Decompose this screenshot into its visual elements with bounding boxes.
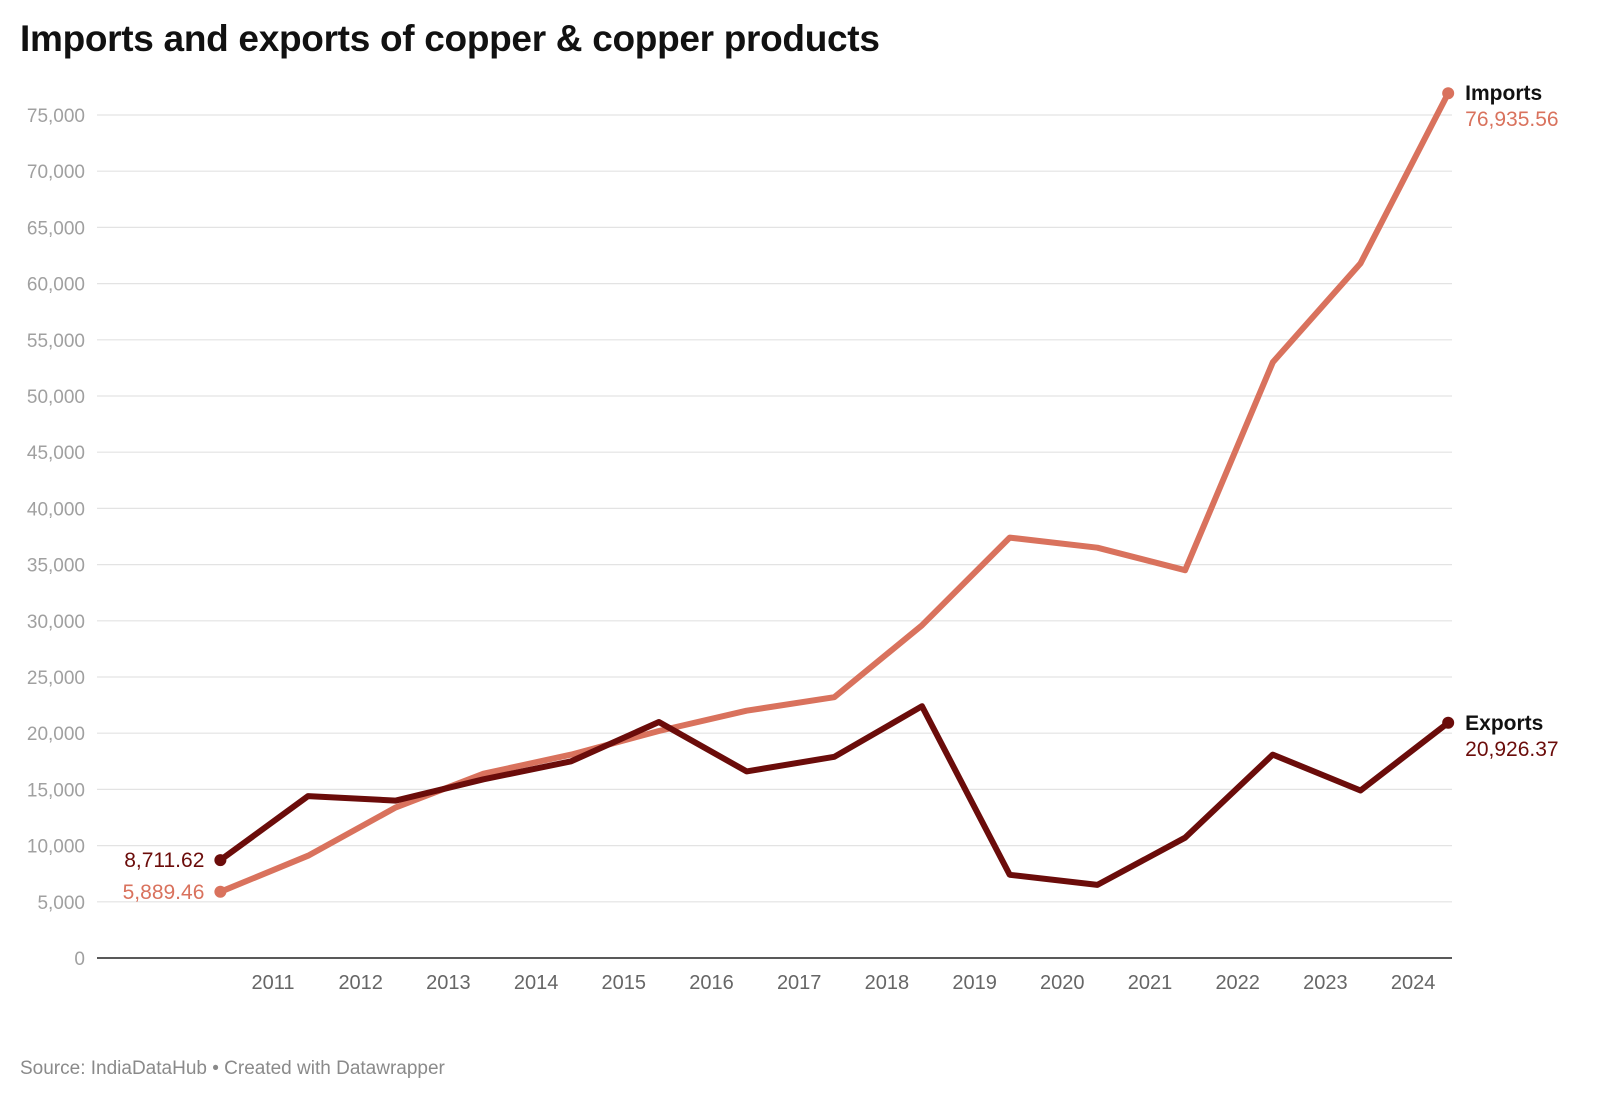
y-axis-ticks: 0 5,000 10,000 15,000 20,000 25,000 30,000 35,0… xyxy=(27,106,85,970)
start-value-label: 8,711.62 xyxy=(124,849,204,872)
end-point-exports xyxy=(1442,716,1455,729)
x-tick-label: 2020 xyxy=(1040,972,1085,994)
gridlines xyxy=(97,114,1452,903)
y-tick-label: 55,000 xyxy=(27,331,85,352)
y-tick-label: 60,000 xyxy=(27,275,85,296)
series-line-exports xyxy=(217,703,1452,888)
x-axis-ticks: 2011 2012 2013 2014 2015 2016 2017 2018 2019 2020… xyxy=(251,972,1435,994)
y-tick-label: 10,000 xyxy=(27,837,85,858)
y-tick-label: 65,000 xyxy=(27,218,85,239)
x-tick-label: 2024 xyxy=(1391,972,1436,994)
series-lines xyxy=(214,87,1455,898)
y-tick-label: 40,000 xyxy=(27,499,85,520)
y-tick-label: 0 xyxy=(74,949,85,970)
y-tick-label: 20,000 xyxy=(27,724,85,745)
x-tick-label: 2015 xyxy=(602,972,647,994)
x-tick-label: 2018 xyxy=(865,972,910,994)
x-tick-label: 2022 xyxy=(1215,972,1260,994)
x-tick-label: 2013 xyxy=(426,972,471,994)
x-tick-label: 2016 xyxy=(689,972,734,994)
y-tick-label: 5,000 xyxy=(37,893,85,914)
y-tick-label: 50,000 xyxy=(27,387,85,408)
y-tick-label: 70,000 xyxy=(27,162,85,183)
end-value-label: 20,926.37 xyxy=(1465,738,1558,761)
series-labels: 5,889.46 Imports 76,935.56 8,711.62 Exports 2… xyxy=(123,82,1559,904)
y-tick-label: 15,000 xyxy=(27,780,85,801)
y-tick-label: 30,000 xyxy=(27,612,85,633)
start-point-exports xyxy=(214,854,227,867)
x-tick-label: 2019 xyxy=(952,972,997,994)
start-value-label: 5,889.46 xyxy=(123,881,205,904)
y-tick-label: 75,000 xyxy=(27,106,85,127)
y-tick-label: 35,000 xyxy=(27,556,85,577)
x-tick-label: 2023 xyxy=(1303,972,1348,994)
end-value-label: 76,935.56 xyxy=(1465,108,1558,131)
x-tick-label: 2011 xyxy=(251,972,294,994)
y-tick-label: 25,000 xyxy=(27,668,85,689)
y-tick-label: 45,000 xyxy=(27,443,85,464)
x-tick-label: 2014 xyxy=(514,972,559,994)
x-tick-label: 2012 xyxy=(338,972,383,994)
x-tick-label: 2017 xyxy=(777,972,822,994)
source-footer: Source: IndiaDataHub • Created with Data… xyxy=(20,1058,445,1079)
series-line-imports xyxy=(217,90,1452,895)
chart-title: Imports and exports of copper & copper p… xyxy=(20,18,880,59)
series-name-label: Exports xyxy=(1465,712,1543,735)
series-name-label: Imports xyxy=(1465,82,1542,105)
end-point-imports xyxy=(1442,87,1455,100)
start-point-imports xyxy=(214,885,227,898)
x-tick-label: 2021 xyxy=(1128,972,1173,994)
